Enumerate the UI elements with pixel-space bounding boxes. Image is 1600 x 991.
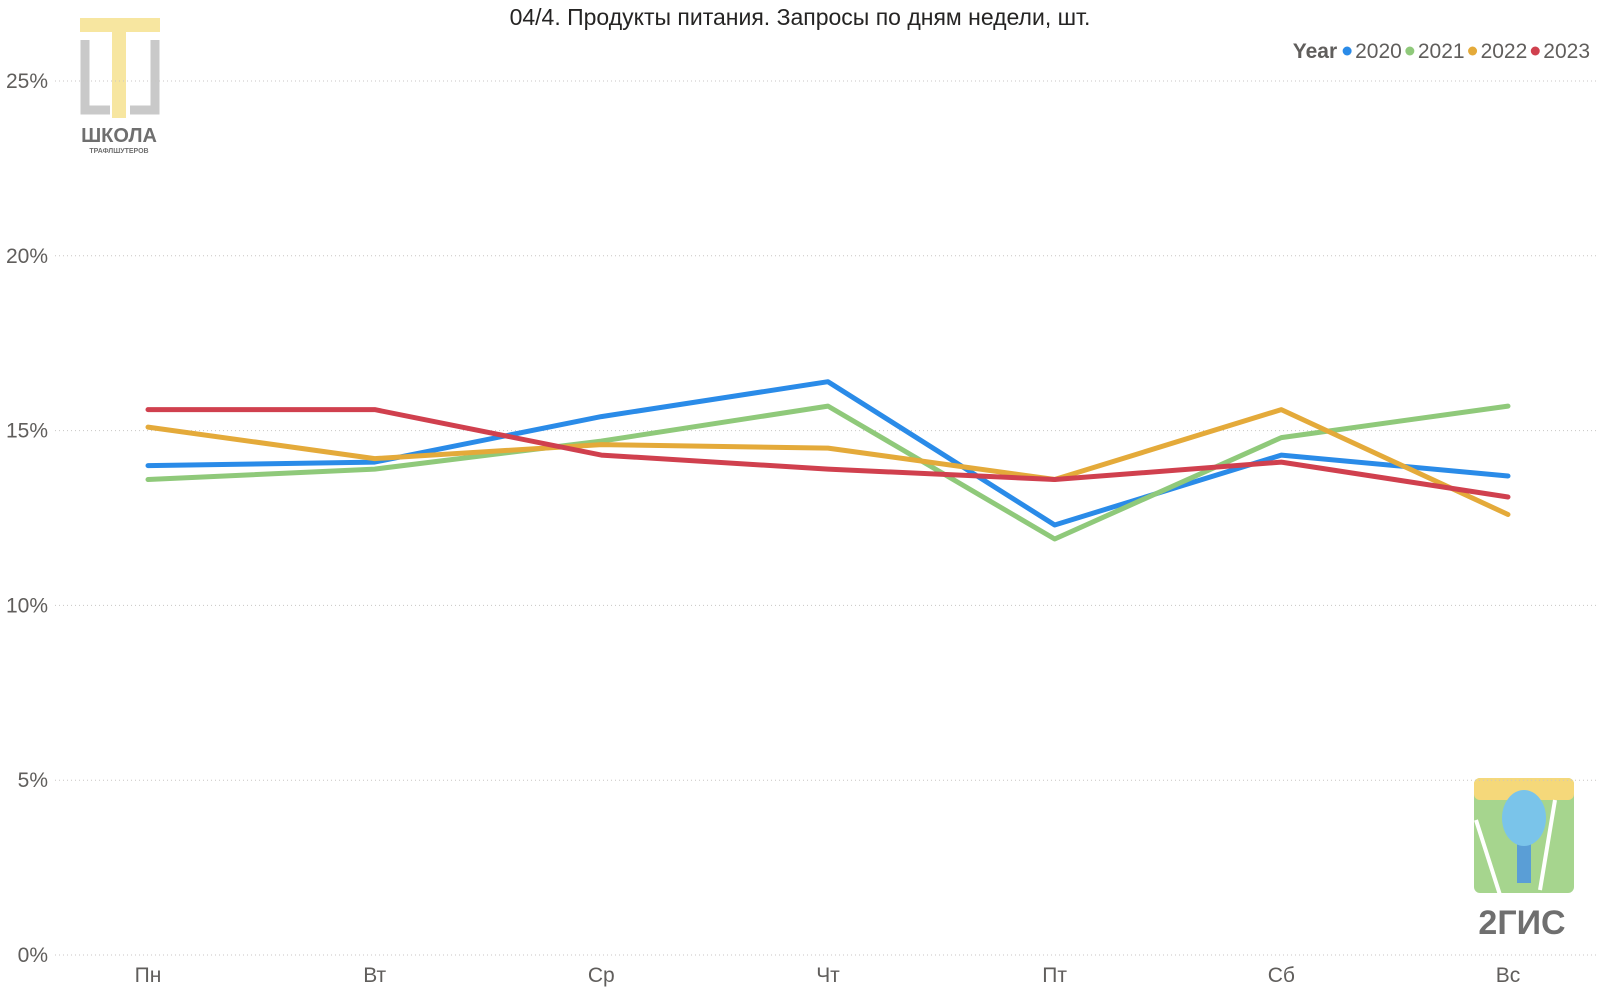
legend-marker <box>1405 46 1415 56</box>
legend-label: 2020 <box>1355 40 1402 63</box>
y-axis-ticks: 0% 5% 10% 15% 20% 25% <box>6 70 48 967</box>
y-tick-label: 0% <box>18 944 48 967</box>
legend-marker <box>1468 46 1478 56</box>
x-tick-label: Сб <box>1268 964 1295 987</box>
legend-title: Year <box>1293 40 1337 63</box>
x-tick-label: Ср <box>588 964 615 987</box>
y-tick-label: 20% <box>6 245 48 268</box>
chart-title: 04/4. Продукты питания. Запросы по дням … <box>510 4 1091 30</box>
legend-label: 2022 <box>1481 40 1528 63</box>
series-line-2021 <box>145 403 1511 542</box>
legend: 2023 2022 2021 2020 Year <box>1293 40 1590 63</box>
legend-marker <box>1530 46 1540 56</box>
y-tick-label: 5% <box>18 769 48 792</box>
series-line-2022 <box>145 407 1511 517</box>
gridlines <box>55 80 1598 956</box>
x-axis-ticks: Пн Вт Ср Чт Пт Сб Вс <box>135 964 1521 987</box>
y-tick-label: 15% <box>6 420 48 443</box>
school-logo-text: ШКОЛА <box>81 125 157 147</box>
x-tick-label: Вс <box>1496 964 1521 987</box>
legend-label: 2021 <box>1418 40 1465 63</box>
school-logo: ШКОЛА ТРАФЛШУТЕРОВ <box>80 18 160 155</box>
twogis-logo: 2ГИС <box>1474 778 1574 942</box>
y-tick-label: 25% <box>6 70 48 93</box>
twogis-logo-text: 2ГИС <box>1478 904 1565 942</box>
x-tick-label: Пт <box>1042 964 1067 987</box>
x-tick-label: Пн <box>135 964 162 987</box>
series-line-2023 <box>145 407 1511 500</box>
x-tick-label: Вт <box>363 964 386 987</box>
series-line-2020 <box>145 379 1511 528</box>
legend-marker <box>1342 46 1352 56</box>
school-logo-subtext: ТРАФЛШУТЕРОВ <box>89 148 148 155</box>
y-tick-label: 10% <box>6 594 48 617</box>
series-lines <box>145 379 1511 542</box>
legend-label: 2023 <box>1543 40 1590 63</box>
x-tick-label: Чт <box>816 964 840 987</box>
